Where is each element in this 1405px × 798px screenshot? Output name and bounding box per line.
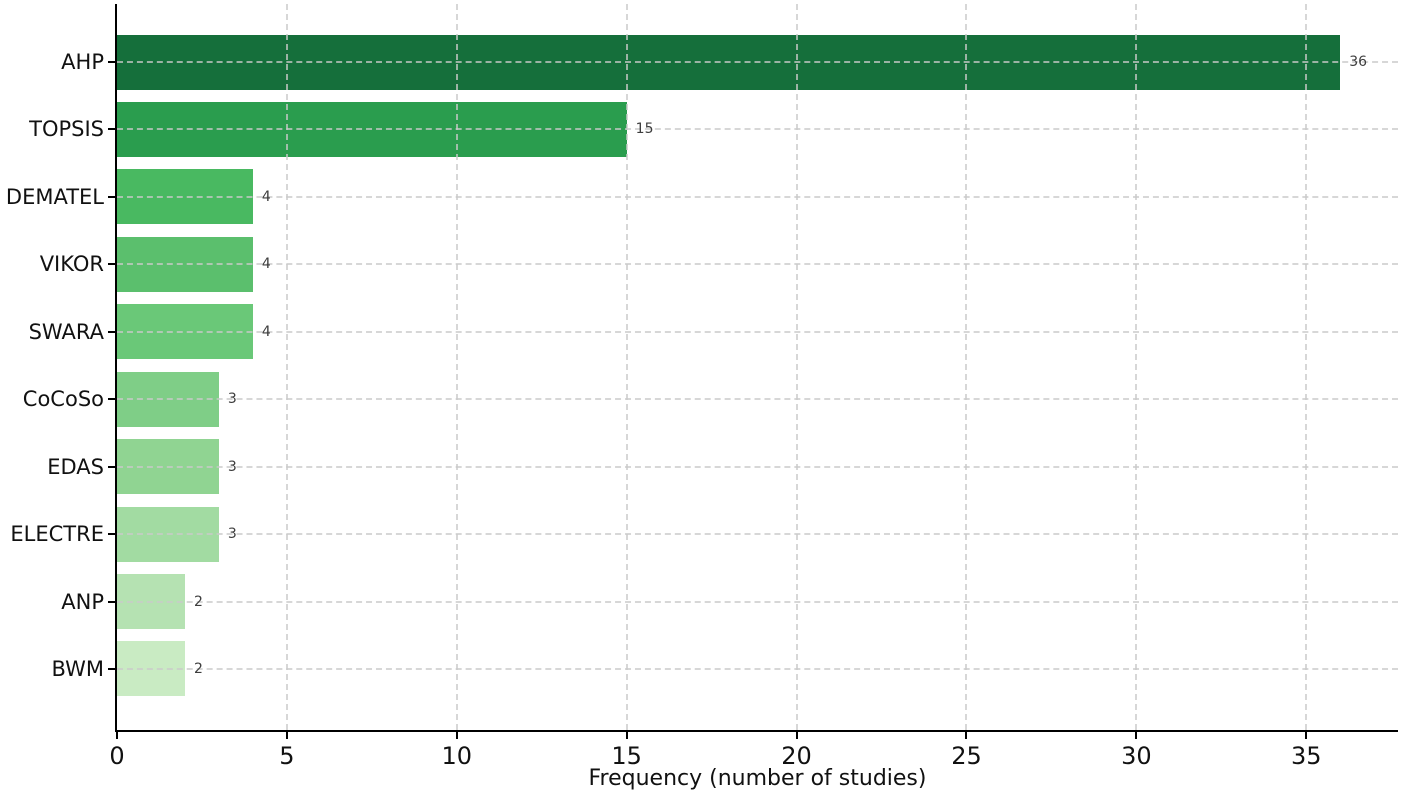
x-tick-mark <box>455 730 458 739</box>
y-tick-label: DEMATEL <box>5 184 104 209</box>
y-tick-mark <box>108 128 117 131</box>
bar-value-label: 4 <box>261 188 271 205</box>
x-tick-label: 30 <box>1121 742 1152 770</box>
y-axis-spine <box>115 4 117 730</box>
x-axis-title: Frequency (number of studies) <box>588 766 927 791</box>
bar-value-label: 4 <box>261 323 271 340</box>
gridline-vertical <box>455 4 458 730</box>
gridline-vertical <box>795 4 798 730</box>
gridline-horizontal <box>117 465 1398 468</box>
y-tick-label: BWM <box>51 656 104 681</box>
x-tick-mark <box>1135 730 1138 739</box>
x-tick-label: 20 <box>781 742 812 770</box>
y-tick-mark <box>108 195 117 198</box>
y-tick-mark <box>108 600 117 603</box>
x-axis-spine <box>115 730 1398 732</box>
y-tick-mark <box>108 330 117 333</box>
y-tick-label: ELECTRE <box>10 522 104 547</box>
y-tick-label: TOPSIS <box>29 117 104 142</box>
x-tick-label: 15 <box>611 742 642 770</box>
y-tick-label: CoCoSo <box>22 387 104 412</box>
gridline-horizontal <box>117 667 1398 670</box>
x-tick-mark <box>795 730 798 739</box>
x-tick-mark <box>965 730 968 739</box>
gridline-vertical <box>1135 4 1138 730</box>
y-tick-mark <box>108 667 117 670</box>
gridline-horizontal <box>117 61 1398 63</box>
y-tick-mark <box>108 61 117 63</box>
gridline-horizontal <box>117 533 1398 536</box>
y-tick-mark <box>108 398 117 401</box>
bar-value-label: 3 <box>227 458 237 475</box>
y-tick-mark <box>108 533 117 536</box>
bar-value-label: 3 <box>227 526 237 543</box>
gridline-horizontal <box>117 600 1398 603</box>
gridline-vertical <box>1305 4 1308 730</box>
x-tick-mark <box>625 730 628 739</box>
y-tick-mark <box>108 465 117 468</box>
y-tick-label: SWARA <box>28 319 104 344</box>
gridline-vertical <box>285 4 288 730</box>
bar-value-label: 4 <box>261 256 271 273</box>
x-tick-label: 5 <box>279 742 295 770</box>
gridline-horizontal <box>117 398 1398 401</box>
bar-value-label: 36 <box>1349 54 1368 70</box>
y-tick-label: AHP <box>61 50 104 74</box>
x-tick-mark <box>285 730 288 739</box>
y-tick-mark <box>108 263 117 266</box>
bar-value-label: 2 <box>193 593 203 610</box>
x-tick-mark <box>116 730 118 739</box>
plot-area: 36 15 4 4 4 3 3 3 2 2 <box>115 4 1398 732</box>
x-tick-label: 25 <box>951 742 982 770</box>
gridline-horizontal <box>117 263 1398 266</box>
x-tick-label: 0 <box>109 742 125 770</box>
y-tick-label: VIKOR <box>39 252 104 277</box>
gridline-horizontal <box>117 330 1398 333</box>
y-tick-label: EDAS <box>47 454 104 479</box>
y-tick-label: ANP <box>61 589 104 614</box>
gridline-horizontal <box>117 195 1398 198</box>
x-tick-label: 10 <box>441 742 473 770</box>
x-tick-label: 35 <box>1290 742 1322 770</box>
bar-value-label: 2 <box>193 660 203 677</box>
gridline-vertical <box>965 4 968 730</box>
gridline-vertical <box>625 4 628 730</box>
x-tick-mark <box>1305 730 1308 739</box>
bar-value-label: 3 <box>227 391 237 408</box>
gridline-horizontal <box>117 128 1398 131</box>
bar-value-label: 15 <box>635 121 654 138</box>
